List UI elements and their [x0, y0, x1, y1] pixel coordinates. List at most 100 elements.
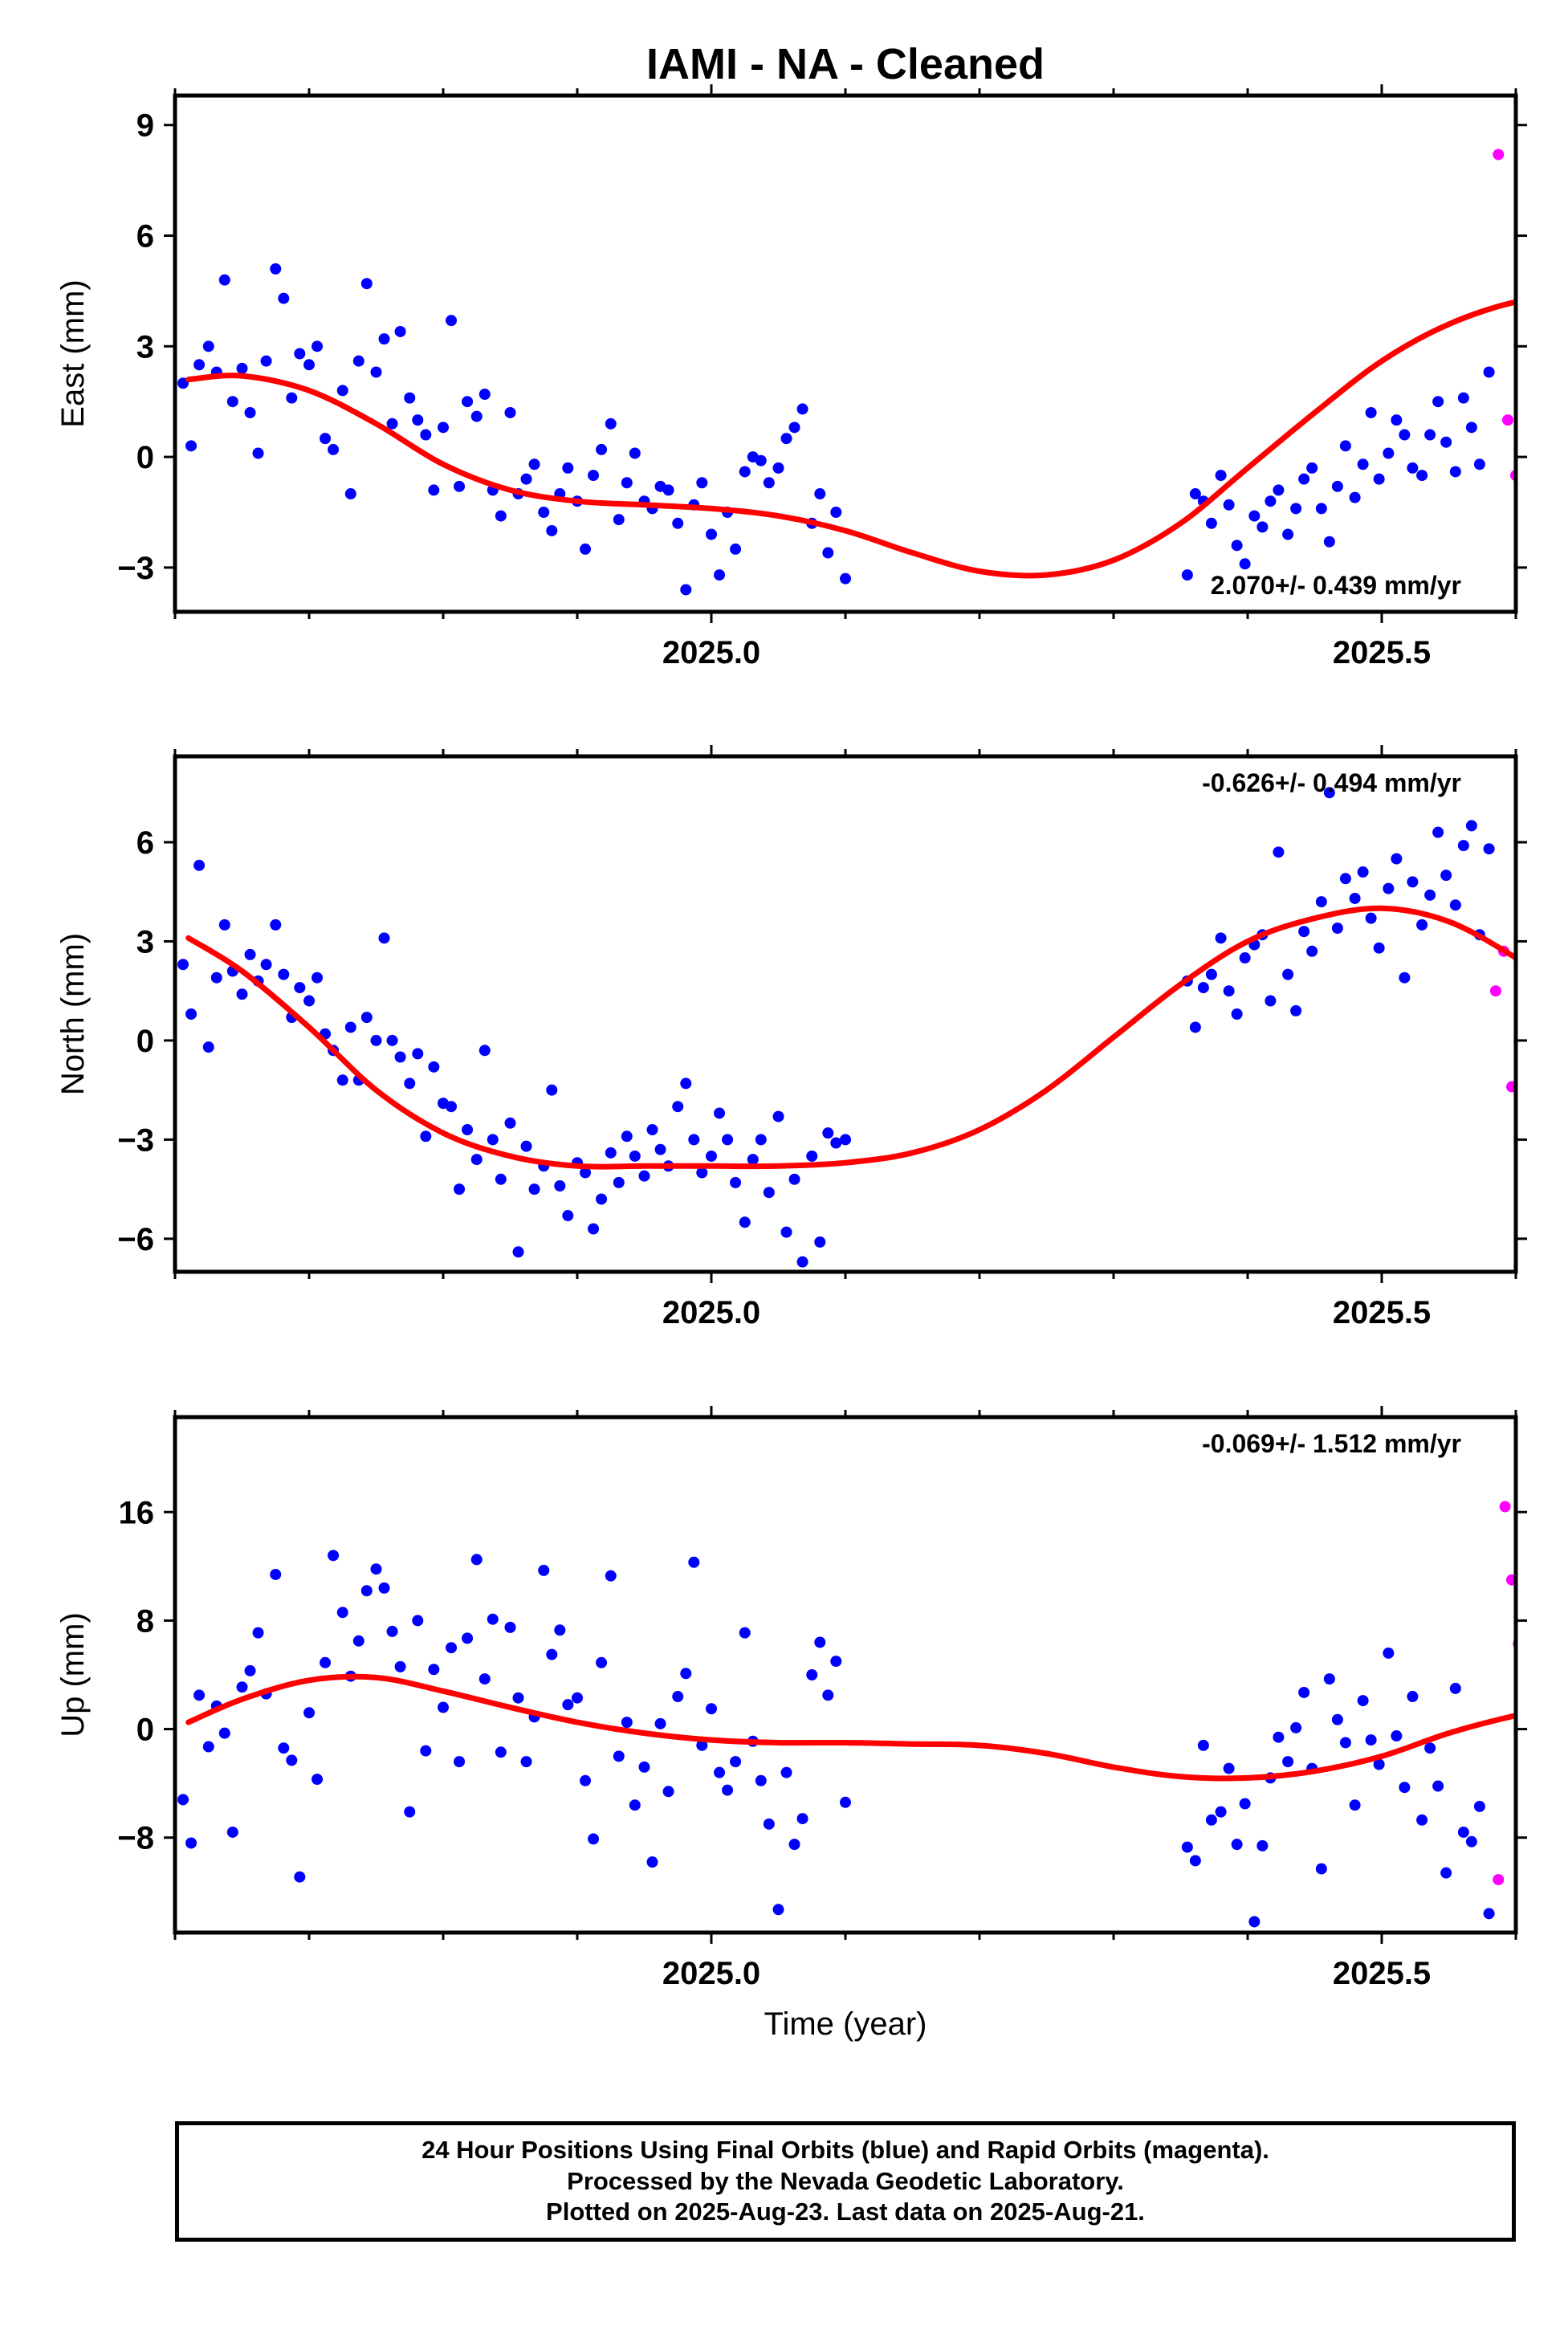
final-orbit-point	[218, 919, 230, 931]
final-orbit-point	[1223, 499, 1235, 511]
final-orbit-point	[696, 477, 708, 489]
final-orbit-point	[680, 1668, 692, 1680]
rapid-orbit-point	[1526, 326, 1537, 337]
final-orbit-point	[1432, 396, 1444, 408]
final-orbit-point	[562, 1699, 574, 1711]
final-orbit-point	[1424, 429, 1436, 441]
final-orbit-point	[1273, 846, 1285, 858]
final-orbit-point	[806, 1669, 818, 1680]
footer-line-1: 24 Hour Positions Using Final Orbits (bl…	[422, 2135, 1269, 2164]
final-orbit-point	[360, 1585, 373, 1597]
y-tick-label: −3	[117, 551, 154, 586]
final-orbit-point	[1197, 1739, 1209, 1751]
final-orbit-point	[546, 1648, 558, 1660]
final-orbit-point	[504, 1621, 516, 1633]
final-orbit-point	[312, 340, 324, 352]
final-orbit-point	[714, 1107, 726, 1119]
final-orbit-point	[1424, 889, 1436, 901]
final-orbit-point	[1440, 1867, 1452, 1879]
final-orbit-point	[1373, 473, 1385, 485]
final-orbit-point	[621, 1717, 633, 1729]
final-orbit-point	[336, 1607, 348, 1619]
north-panel: −6 −3 0 3 6 2025.0 2025.5 North (mm) -0.626+/- 0…	[55, 745, 1542, 1330]
y-tick-label: 0	[136, 1713, 154, 1748]
y-tick-label: 0	[136, 440, 154, 475]
final-orbit-point	[278, 292, 290, 304]
final-orbit-point	[412, 414, 424, 426]
final-orbit-point	[1231, 540, 1243, 552]
final-orbit-point	[1365, 406, 1377, 418]
final-orbit-point	[286, 1754, 298, 1766]
y-tick-label: −8	[117, 1821, 154, 1856]
final-orbit-point	[755, 454, 767, 466]
x-tick-label: 2025.0	[662, 635, 760, 670]
final-orbit-point	[193, 359, 206, 371]
final-orbit-point	[1265, 995, 1277, 1007]
final-orbit-point	[1298, 1686, 1310, 1698]
final-orbit-point	[438, 422, 449, 434]
final-orbit-point	[454, 480, 466, 492]
final-orbit-point	[352, 1635, 365, 1647]
final-orbit-point	[1416, 470, 1428, 482]
final-orbit-point	[278, 1742, 290, 1754]
final-orbit-point	[796, 403, 808, 415]
final-orbit-point	[1181, 569, 1193, 581]
final-orbit-point	[780, 1226, 792, 1238]
final-orbit-point	[1483, 1908, 1495, 1920]
final-orbit-point	[528, 1183, 540, 1196]
final-orbit-point	[462, 1632, 474, 1644]
final-orbit-point	[546, 524, 558, 536]
final-orbit-point	[520, 1140, 532, 1152]
final-orbit-point	[328, 443, 340, 455]
plot-frame	[173, 93, 1518, 614]
final-orbit-point	[706, 1703, 717, 1715]
y-axis-label: Up (mm)	[55, 1612, 91, 1737]
final-orbit-point	[462, 1124, 474, 1136]
final-orbit-point	[814, 1236, 826, 1248]
final-orbit-point	[1373, 1758, 1385, 1770]
final-orbit-point	[428, 1664, 440, 1676]
final-orbit-point	[1205, 517, 1217, 529]
final-orbit-point	[344, 488, 356, 500]
final-orbit-point	[1432, 1780, 1444, 1792]
final-orbit-point	[1349, 892, 1361, 904]
x-tick-label: 2025.0	[662, 1295, 760, 1330]
final-orbit-point	[412, 1615, 424, 1627]
y-tick-label: 3	[136, 924, 154, 959]
final-orbit-point	[1357, 458, 1369, 470]
final-orbit-point	[1223, 1762, 1235, 1774]
final-orbit-point	[646, 1124, 658, 1136]
fit-curve	[185, 1673, 1516, 1782]
rapid-orbit-point	[1536, 101, 1547, 112]
final-orbit-point	[554, 1180, 566, 1191]
final-orbit-point	[454, 1183, 466, 1196]
final-orbit-point	[1457, 840, 1469, 852]
rapid-orbit-point	[1505, 1574, 1516, 1586]
final-orbit-point	[1205, 1814, 1217, 1826]
final-orbit-point	[588, 1833, 600, 1845]
final-orbit-point	[814, 488, 826, 500]
final-orbit-point	[1315, 896, 1327, 908]
final-orbit-point	[596, 1656, 608, 1668]
final-orbit-point	[830, 506, 842, 518]
final-orbit-point	[1306, 462, 1318, 474]
final-orbit-point	[1407, 876, 1419, 888]
final-orbit-point	[286, 392, 298, 404]
final-orbit-point	[1239, 1798, 1251, 1810]
final-orbit-point	[1323, 1673, 1335, 1685]
final-orbit-point	[788, 1173, 800, 1185]
final-orbit-point	[360, 278, 373, 290]
final-orbit-point	[714, 1766, 726, 1778]
final-orbit-point	[236, 1681, 248, 1693]
final-orbit-point	[1383, 447, 1395, 459]
final-orbit-point	[688, 1134, 700, 1146]
y-tick-label: 6	[136, 825, 154, 861]
final-orbit-point	[370, 1563, 382, 1575]
final-orbit-point	[840, 1134, 851, 1146]
final-orbit-point	[1323, 536, 1335, 548]
final-orbit-point	[1189, 1021, 1201, 1033]
final-orbit-point	[739, 1627, 751, 1639]
final-orbit-point	[755, 1774, 767, 1786]
rapid-orbit-point	[1530, 1041, 1542, 1053]
final-orbit-point	[621, 1130, 633, 1143]
